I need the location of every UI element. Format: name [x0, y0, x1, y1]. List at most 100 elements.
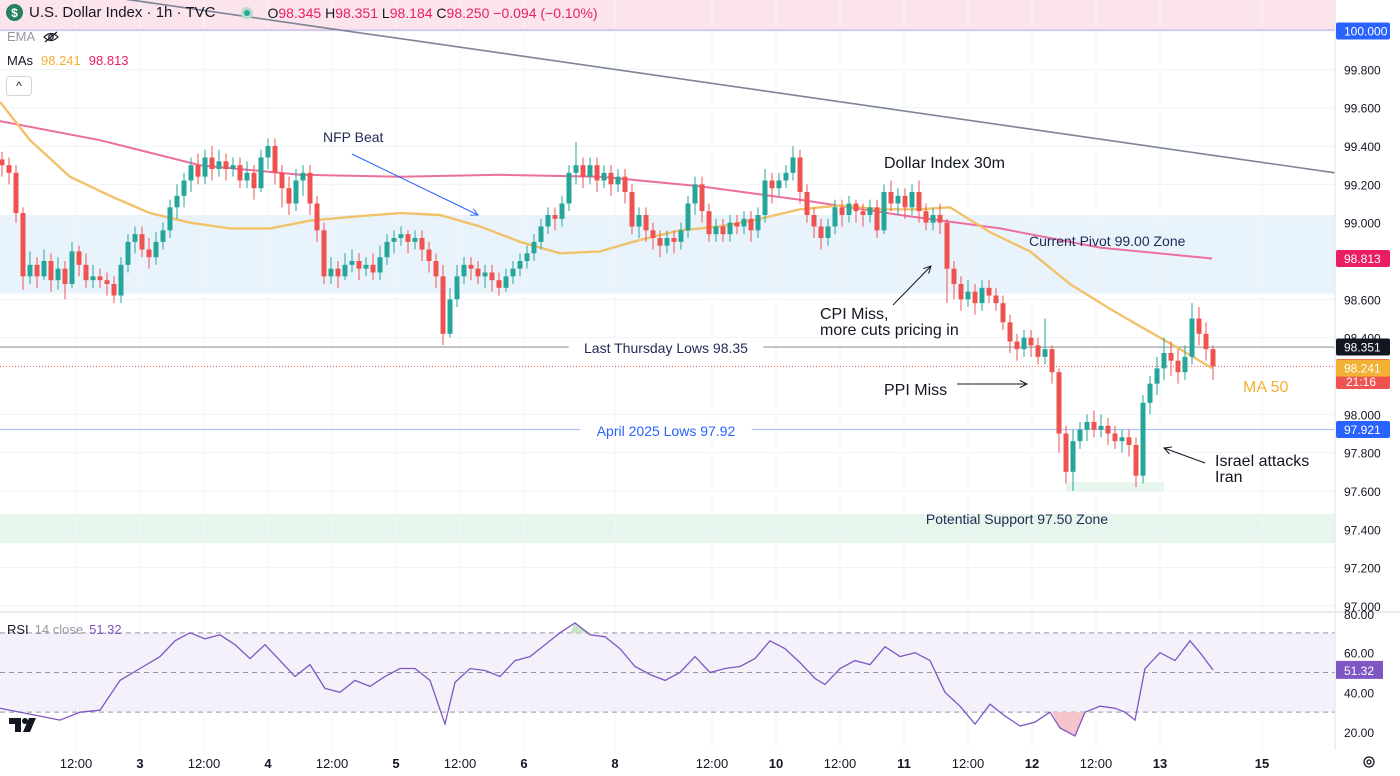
candle-body [356, 261, 362, 269]
candle-body [1189, 318, 1195, 357]
y-tick-label: 99.200 [1344, 178, 1381, 192]
candle-body [916, 192, 922, 212]
candle [20, 207, 26, 290]
candle [0, 151, 5, 177]
candle-body [874, 207, 880, 231]
collapse-indicators-button[interactable]: ^ [6, 76, 32, 96]
candle [1189, 303, 1195, 365]
rsi-pane[interactable] [0, 622, 1335, 737]
candle-body [643, 215, 649, 231]
candle-body [146, 249, 152, 258]
candle [363, 257, 369, 277]
dollar-symbol-icon: $ [6, 4, 23, 21]
candle-body [1126, 437, 1132, 445]
eye-off-icon[interactable] [43, 31, 60, 43]
pivot-zone [0, 215, 1335, 294]
candle-body [797, 157, 803, 192]
candle [1084, 414, 1090, 442]
candle-body [1175, 360, 1181, 373]
candle-body [139, 234, 145, 250]
gear-icon[interactable] [1362, 755, 1376, 772]
candle [412, 230, 418, 250]
candle-body [265, 146, 271, 158]
candle-body [573, 165, 579, 173]
candle [734, 215, 740, 235]
candle-body [0, 159, 5, 166]
candle-body [867, 207, 873, 215]
annotation-label: CPI Miss, [820, 306, 888, 323]
candle [1196, 307, 1202, 346]
candle-body [853, 203, 859, 212]
candle [937, 203, 943, 235]
candle [517, 253, 523, 277]
candle [1063, 425, 1069, 484]
rsi-y-tick-label: 40.00 [1344, 686, 1374, 700]
candle [342, 253, 348, 281]
candle [769, 172, 775, 204]
candle [307, 165, 313, 215]
candle-body [1063, 433, 1069, 472]
candle-body [713, 226, 719, 235]
candle-body [314, 203, 320, 231]
x-tick-label: 12:00 [316, 756, 349, 771]
candle-body [475, 268, 481, 277]
candle-body [678, 230, 684, 242]
candle [125, 234, 131, 273]
candle [300, 165, 306, 196]
low-value: 98.184 [389, 4, 433, 21]
candle-body [1203, 333, 1209, 350]
mas-indicator-row[interactable]: MAs 98.241 98.813 [7, 53, 129, 68]
candle-body [1014, 341, 1020, 350]
candle-body [188, 165, 194, 181]
candle [258, 149, 264, 192]
x-tick-label: 8 [611, 756, 618, 771]
open-value: 98.345 [278, 4, 322, 21]
candle-body [1182, 356, 1188, 373]
candle-body [160, 230, 166, 242]
nfp-arrow-head [469, 208, 479, 216]
candle [881, 184, 887, 235]
candle [566, 165, 572, 212]
candle-body [636, 215, 642, 227]
candle-body [111, 284, 117, 296]
candle [349, 249, 355, 273]
candle-body [888, 192, 894, 204]
annotation-label: Israel attacks [1215, 453, 1309, 470]
candle-body [1021, 337, 1027, 350]
candle-body [1105, 425, 1111, 434]
candle [244, 161, 250, 189]
candle [83, 253, 89, 288]
x-tick-label: 5 [392, 756, 399, 771]
y-tick-label: 97.400 [1344, 523, 1381, 537]
candle [293, 169, 299, 212]
x-tick-label: 6 [520, 756, 527, 771]
x-tick-label: 11 [897, 756, 911, 771]
tradingview-logo-icon[interactable] [9, 716, 39, 740]
rsi-header[interactable]: RSI 14 close 51.32 [7, 622, 122, 637]
price-tag-box [1336, 420, 1390, 438]
x-tick-label: 12:00 [444, 756, 477, 771]
ma50-line [0, 101, 1213, 370]
ema-indicator-row[interactable]: EMA [7, 29, 60, 44]
candle-body [1154, 368, 1160, 384]
candle [902, 188, 908, 219]
candle [909, 184, 915, 215]
rsi-value-tag-label: 51.32 [1344, 664, 1374, 678]
annotation-label: more cuts pricing in [820, 322, 959, 339]
candle-body [461, 264, 467, 277]
candle-body [594, 165, 600, 181]
candle [797, 149, 803, 204]
candle [1182, 345, 1188, 380]
candle-body [391, 238, 397, 242]
candle-body [153, 241, 159, 258]
candle-body [629, 192, 635, 227]
candle-body [951, 268, 957, 284]
price-tag: 98.813 [1336, 250, 1390, 268]
candle-body [482, 272, 488, 277]
candle-body [622, 176, 628, 192]
candle [1112, 425, 1118, 449]
symbol-title[interactable]: U.S. Dollar Index · 1h · TVC [29, 4, 216, 21]
candle-body [531, 241, 537, 254]
candle [545, 207, 551, 235]
